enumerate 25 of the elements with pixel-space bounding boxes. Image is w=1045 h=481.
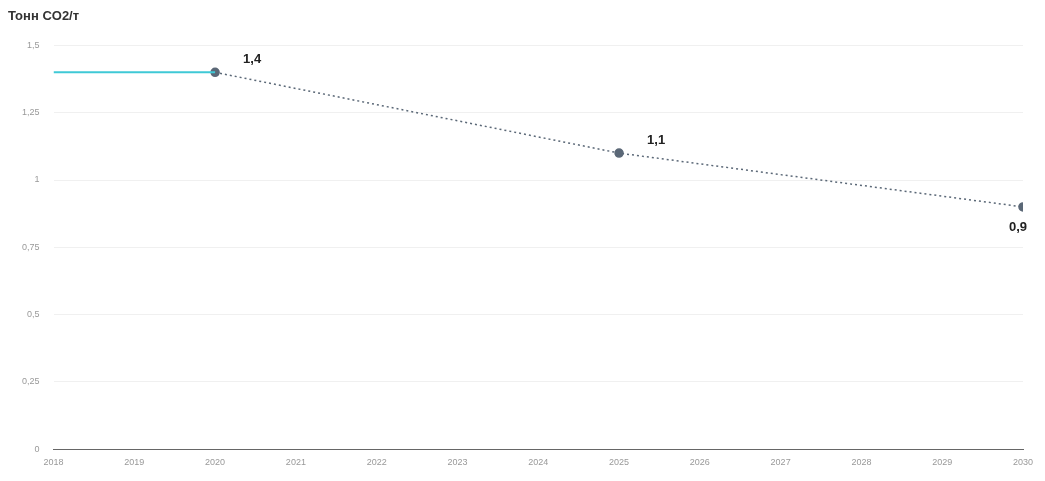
data-label: 1,4 <box>243 51 262 67</box>
y-tick-label: 1,5 <box>27 39 40 50</box>
data-label: 1,1 <box>647 132 666 148</box>
x-tick-label: 2028 <box>851 457 872 468</box>
x-tick-label: 2024 <box>528 457 549 468</box>
x-tick-label: 2027 <box>770 457 791 468</box>
y-tick-label: 1 <box>34 174 40 185</box>
y-tick-label: 0,5 <box>27 309 40 320</box>
y-tick-label: 0,25 <box>21 376 40 387</box>
y-tick-label: 0,75 <box>21 241 40 252</box>
x-tick-label: 2025 <box>609 457 630 468</box>
y-tick-label: 0 <box>34 443 40 454</box>
x-tick-label: 2030 <box>1012 457 1034 468</box>
point <box>614 148 624 158</box>
data-label: 0,9 <box>1008 219 1027 234</box>
x-tick-label: 2019 <box>124 457 145 468</box>
x-tick-label: 2029 <box>932 457 953 468</box>
y-tick-label: 1,25 <box>21 107 40 118</box>
x-tick-label: 2018 <box>43 457 64 468</box>
x-tick-label: 2022 <box>366 457 387 468</box>
x-tick-label: 2020 <box>205 457 226 468</box>
x-tick-label: 2021 <box>285 457 306 468</box>
x-tick-label: 2026 <box>689 457 710 468</box>
x-tick-label: 2023 <box>447 457 468 468</box>
y-axis-title: Тонн CO2/т <box>8 8 81 25</box>
